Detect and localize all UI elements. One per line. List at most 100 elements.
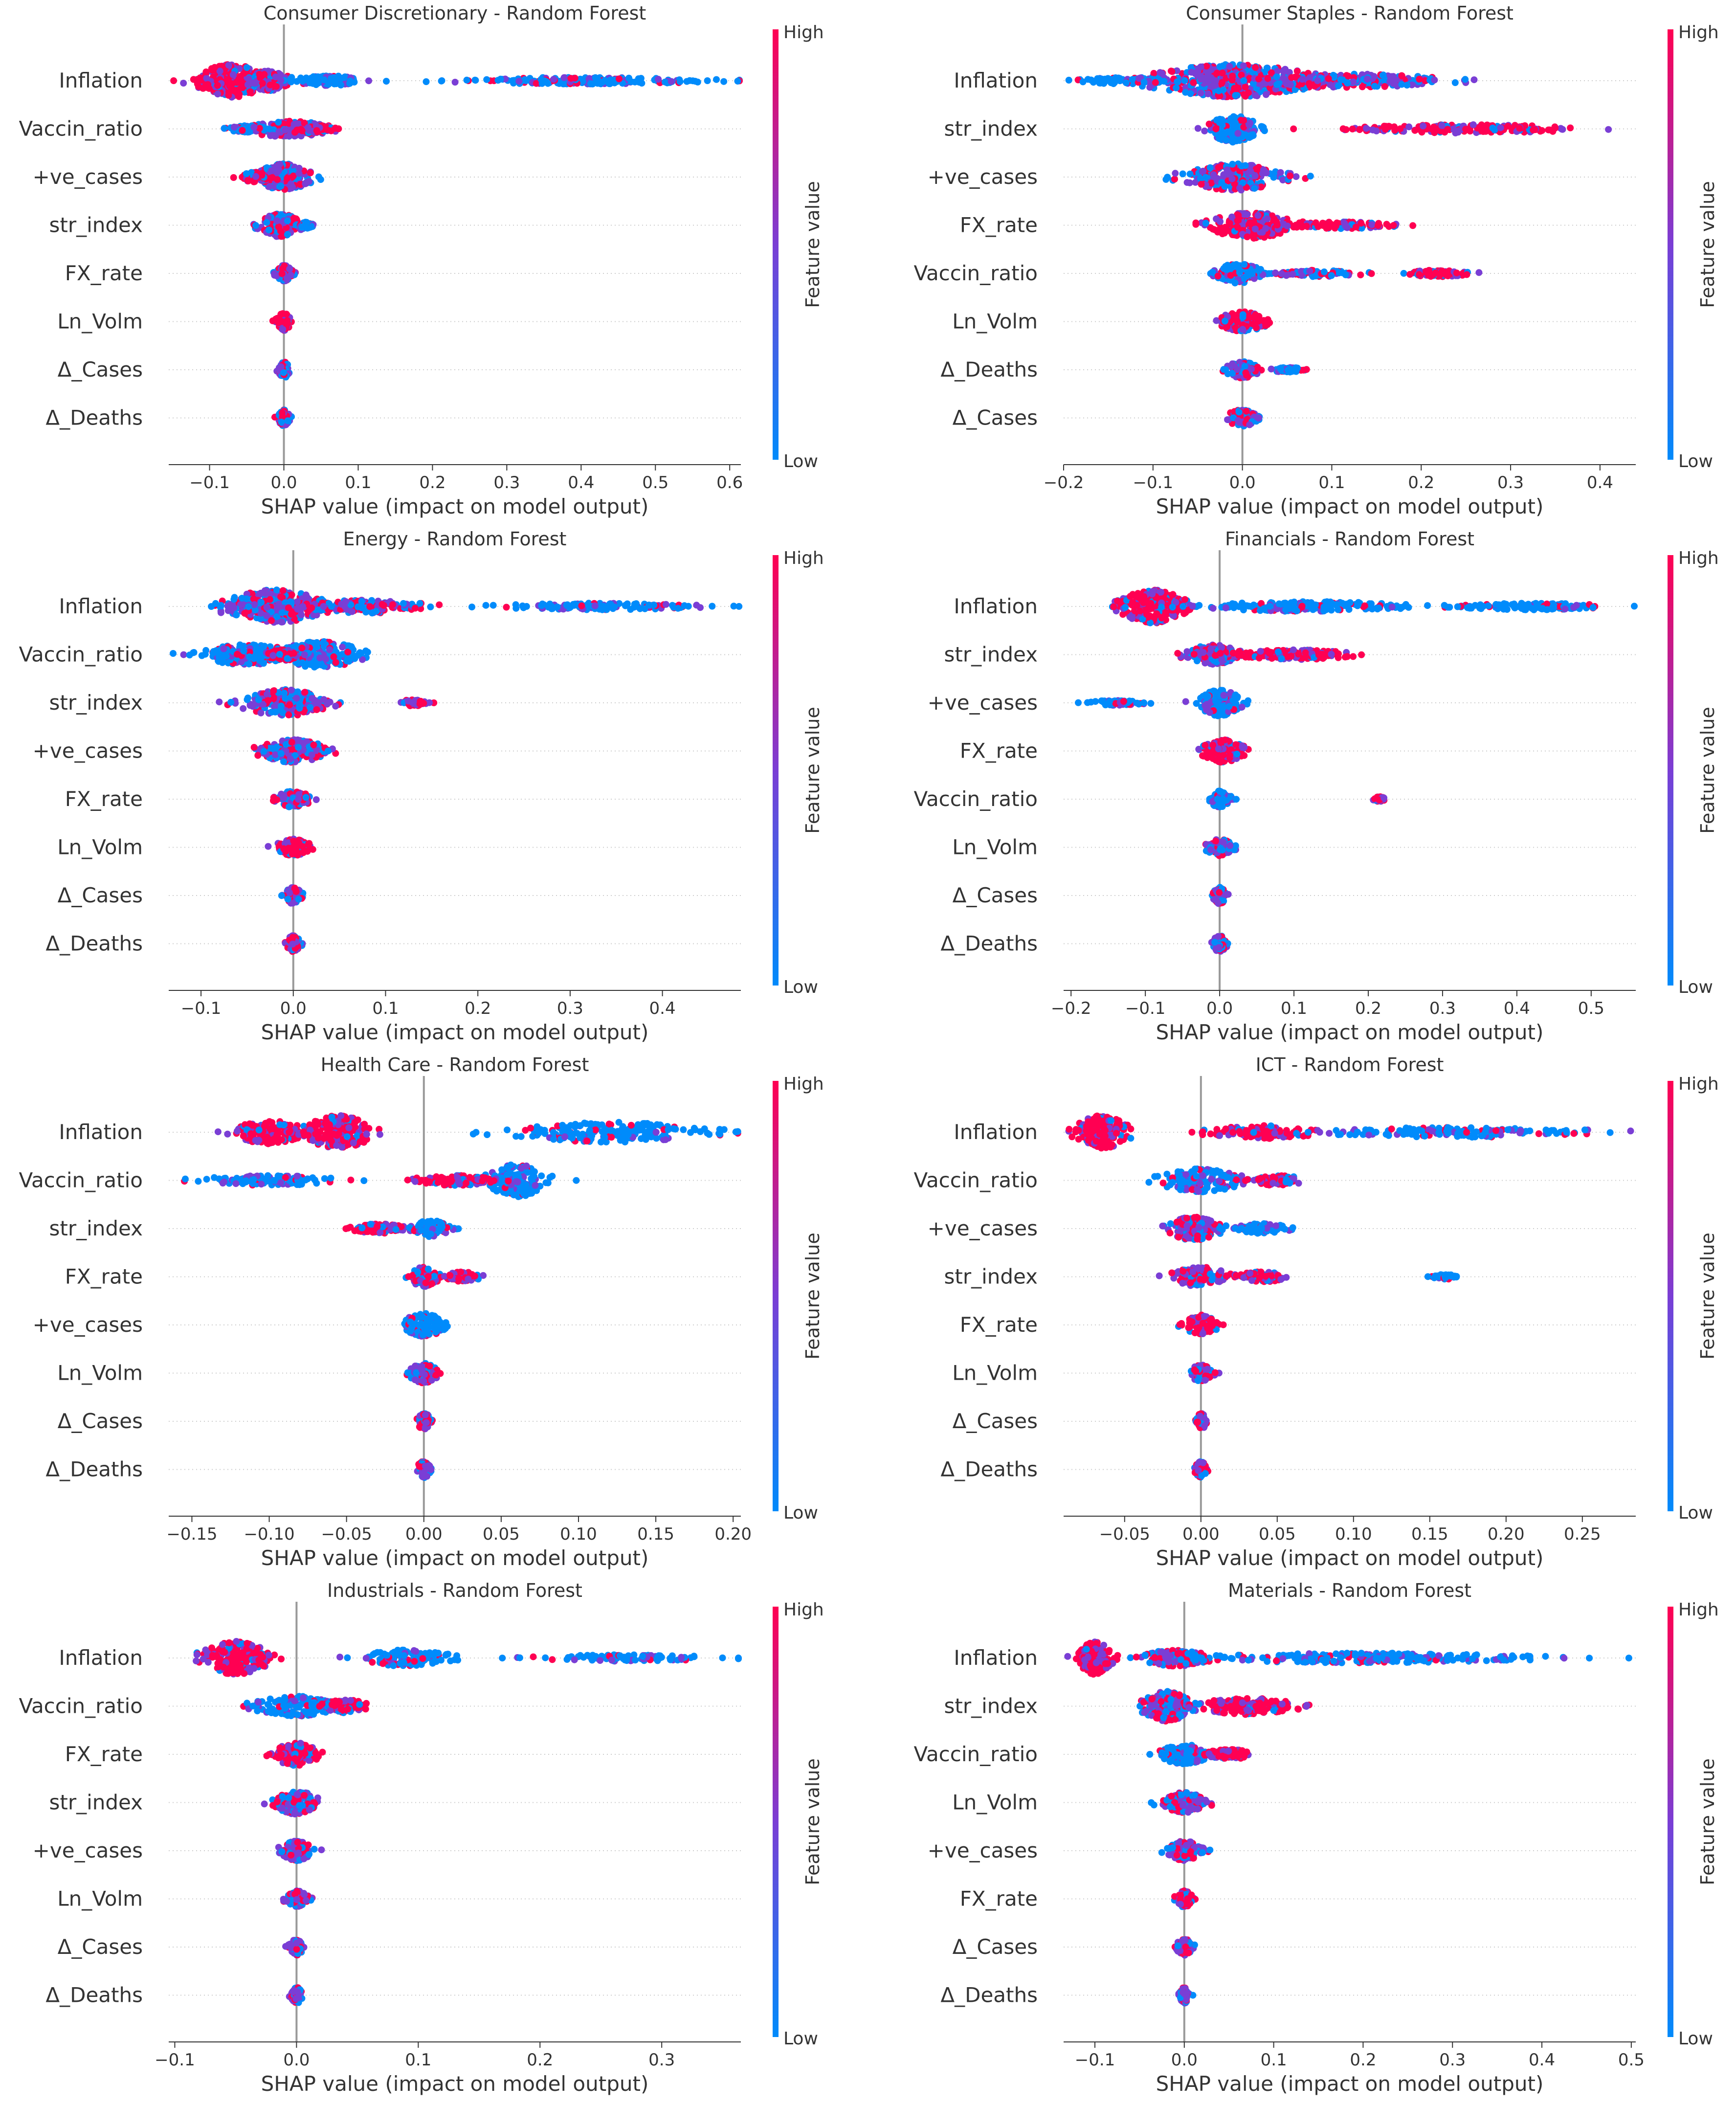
shap-dot [627, 78, 635, 86]
shap-dot [230, 123, 238, 131]
shap-dot [1270, 174, 1277, 181]
shap-dot [1344, 79, 1351, 87]
shap-dot [1198, 180, 1205, 188]
shap-dot [1233, 137, 1240, 145]
shap-dot [400, 600, 407, 607]
shap-dot [1463, 271, 1470, 278]
shap-dot [472, 77, 479, 84]
shap-dot [512, 601, 519, 608]
shap-dot [490, 602, 497, 609]
feature-label: str_index [49, 213, 143, 237]
shap-dot [1258, 123, 1265, 130]
shap-dot [295, 170, 303, 177]
shap-dot [1344, 72, 1352, 80]
shap-dot [389, 601, 396, 608]
shap-dot [1264, 321, 1271, 328]
shap-dot [1241, 261, 1248, 268]
shap-dot [668, 78, 675, 85]
shap-dot [436, 601, 443, 608]
shap-dot [266, 125, 273, 133]
shap-dot [1241, 211, 1248, 218]
shap-dot [230, 174, 237, 181]
shap-dot [1364, 75, 1371, 83]
shap-dot [1206, 164, 1214, 171]
feature-label: Δ_Deaths [45, 932, 143, 956]
shap-dot [365, 77, 372, 85]
shap-dot [1244, 133, 1251, 140]
shap-dot [1263, 65, 1270, 72]
shap-dot [266, 226, 272, 234]
shap-dot [1129, 76, 1136, 83]
shap-dot [1251, 225, 1259, 233]
feature-label: Vaccin_ratio [19, 643, 143, 667]
shap-dot [1088, 76, 1095, 84]
shap-dot [335, 125, 342, 133]
shap-dot [1123, 79, 1130, 87]
shap-dot [1278, 270, 1285, 277]
shap-dot [1420, 122, 1427, 130]
colorbar-high-label: High [1678, 22, 1719, 43]
feature-label: Vaccin_ratio [19, 117, 143, 141]
shap-dot [1234, 318, 1241, 326]
shap-dot [1140, 78, 1148, 86]
shap-dot [592, 74, 599, 81]
shap-dot [1356, 126, 1363, 134]
panel-1: Consumer Discretionary - Random ForestIn… [19, 2, 823, 518]
shap-dot [1240, 275, 1247, 282]
shap-dot [263, 219, 270, 226]
shap-dot [217, 609, 224, 616]
shap-dot [676, 78, 684, 85]
shap-dot [1452, 129, 1459, 136]
feature-label: Δ_Cases [58, 883, 143, 907]
shap-dot [1438, 122, 1446, 129]
shap-dot [468, 604, 475, 611]
shap-dot [214, 90, 222, 98]
shap-dot [1423, 268, 1429, 275]
shap-dot [1248, 270, 1256, 277]
shap-dot [641, 605, 648, 612]
shap-dot [1201, 127, 1208, 134]
shap-dot [256, 70, 263, 78]
feature-label: Ln_Volm [952, 310, 1038, 334]
shap-dot [587, 80, 594, 88]
shap-dot [1226, 220, 1233, 227]
shap-dot [483, 76, 490, 83]
shap-dot [578, 602, 585, 609]
shap-dot [342, 598, 349, 605]
shap-dot [1277, 365, 1284, 372]
shap-dot [1292, 364, 1299, 371]
shap-dot [216, 67, 223, 75]
shap-dot [1363, 125, 1370, 132]
feature-label: Inflation [59, 68, 143, 92]
shap-dot [1287, 172, 1294, 179]
shap-dot [1181, 77, 1188, 84]
shap-dot [1251, 314, 1258, 321]
shap-dot [1234, 224, 1241, 231]
x-axis-label: SHAP value (impact on model output) [261, 494, 649, 518]
shap-dot [1358, 83, 1366, 90]
shap-dot [299, 603, 306, 610]
shap-dot [1288, 74, 1295, 81]
shap-dot [267, 81, 274, 89]
shap-dot [1247, 365, 1255, 373]
shap-dot [412, 605, 419, 612]
feature-label: Vaccin_ratio [913, 261, 1038, 285]
shap-dot [1234, 130, 1242, 137]
x-tick-label: 0.4 [568, 473, 594, 493]
shap-dot [1186, 179, 1193, 186]
shap-dot [655, 76, 662, 83]
shap-dot [1385, 223, 1393, 230]
shap-dot [704, 77, 711, 84]
shap-dot [1497, 124, 1504, 132]
shap-dot [1255, 267, 1262, 274]
shap-dot [1221, 183, 1228, 190]
shap-dot [1179, 170, 1186, 178]
shap-dot [1242, 369, 1249, 377]
shap-dot [1167, 67, 1175, 75]
shap-dot [1202, 220, 1209, 227]
shap-dot [1224, 416, 1231, 424]
x-tick-label: 0.5 [642, 473, 668, 493]
shap-dot [1416, 271, 1423, 278]
shap-dot [273, 586, 280, 594]
shap-dot [278, 270, 286, 277]
